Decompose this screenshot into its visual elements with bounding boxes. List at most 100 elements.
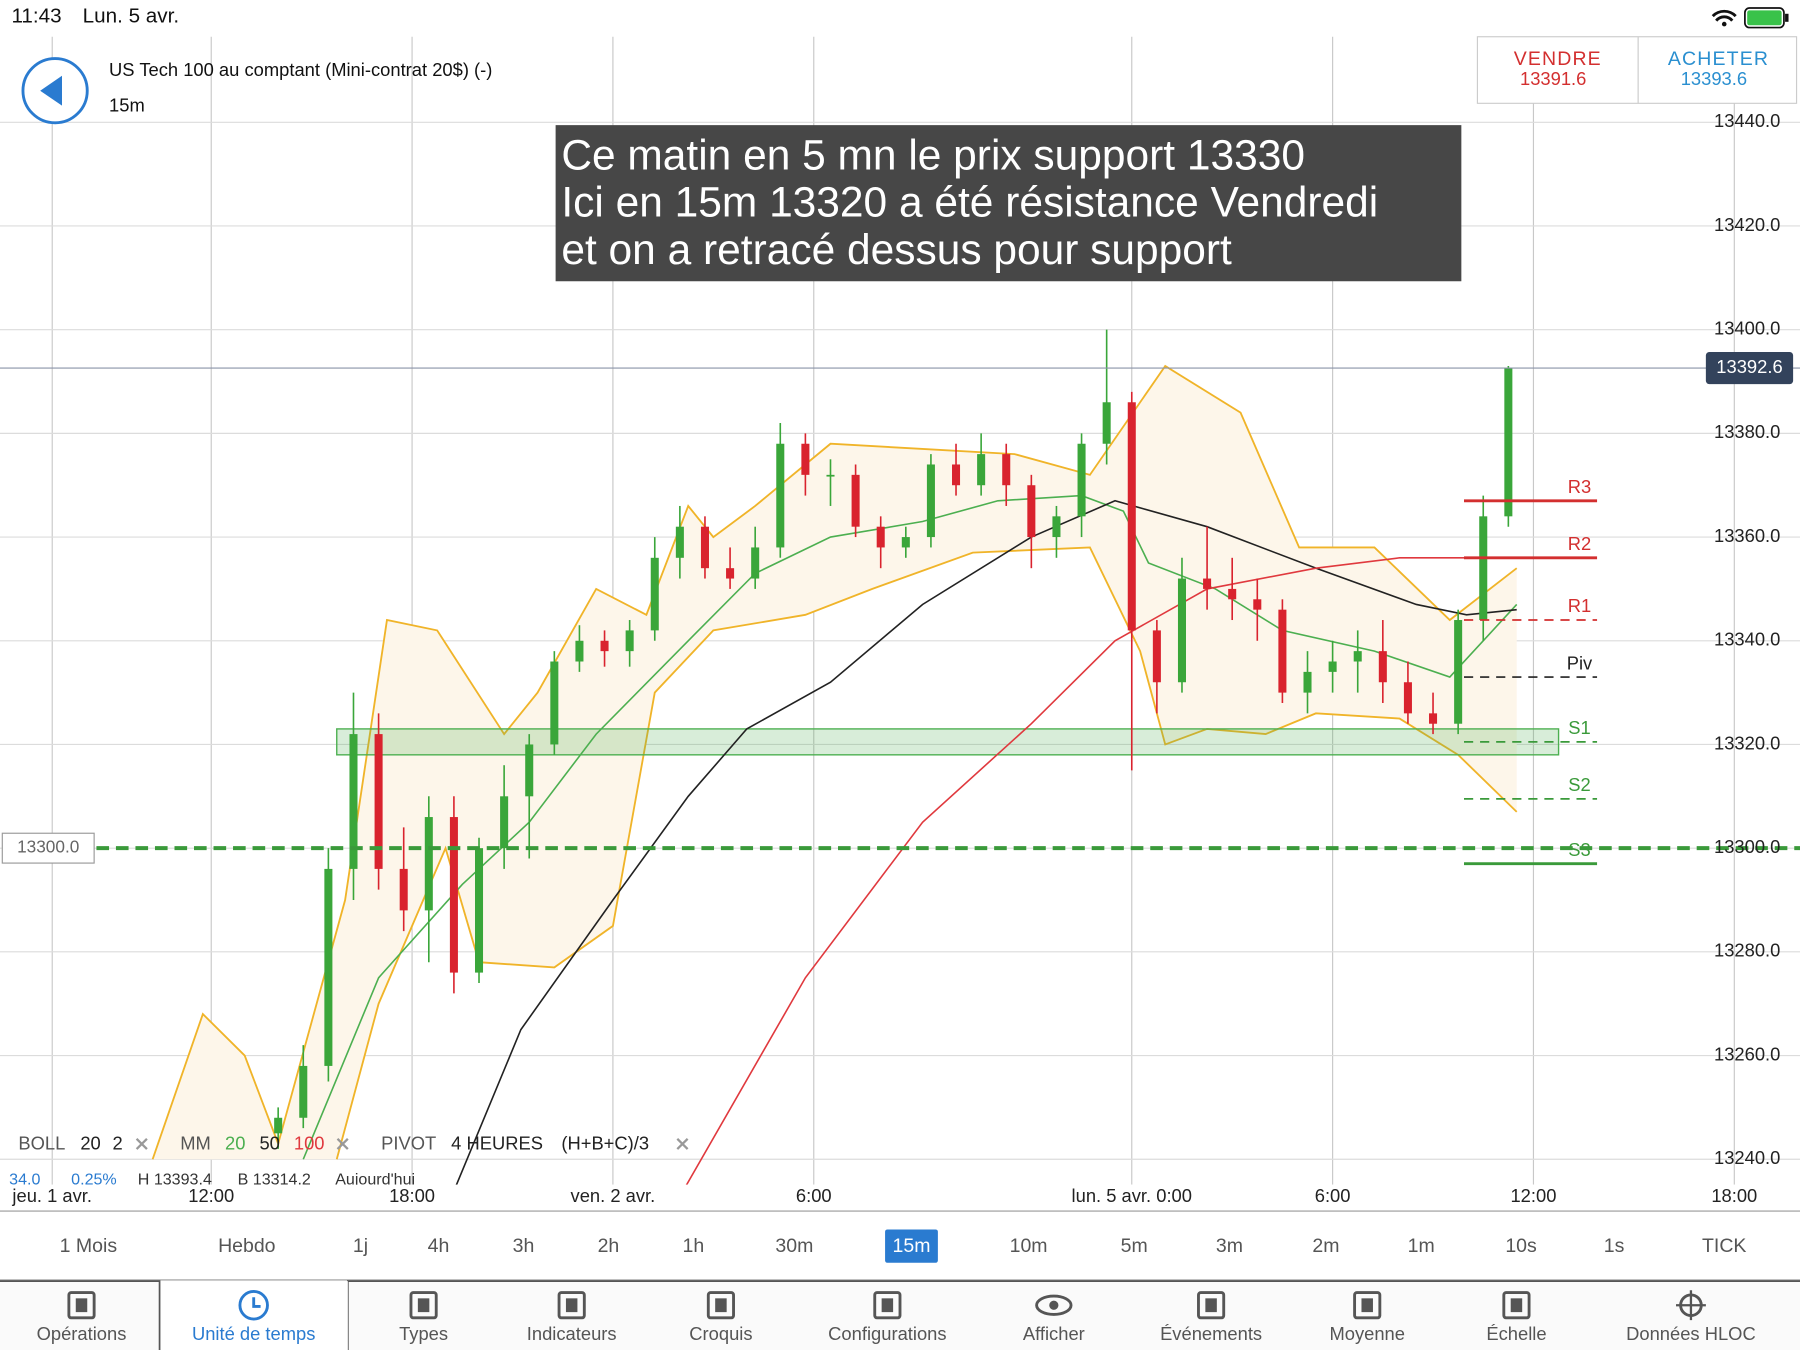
- pivot-label: R1: [1568, 595, 1591, 616]
- candle-body: [726, 568, 735, 579]
- toolbar-button[interactable]: Moyenne: [1329, 1291, 1405, 1344]
- sell-button[interactable]: VENDRE 13391.6: [1514, 48, 1602, 89]
- indicator-legend: BOLL 20 2 MM 20 50 100 PIVOT 4 HEURES (H…: [9, 1132, 689, 1188]
- toolbar-label: Moyenne: [1329, 1323, 1405, 1344]
- annotation-line: Ce matin en 5 mn le prix support 13330: [561, 132, 1305, 179]
- y-tick-label: 13260.0: [1714, 1043, 1780, 1064]
- timeframe-option[interactable]: 1m: [1408, 1235, 1435, 1257]
- timeframe-label: 15m: [109, 95, 145, 116]
- x-axis-band: [0, 1184, 1800, 1212]
- timeframe-option[interactable]: 1s: [1604, 1235, 1625, 1257]
- toolbar-button[interactable]: Configurations: [828, 1291, 947, 1344]
- timeframe-option[interactable]: 1 Mois: [60, 1235, 118, 1257]
- candle-body: [901, 537, 910, 548]
- timeframe-option[interactable]: 30m: [775, 1235, 813, 1257]
- candle-body: [374, 734, 383, 869]
- toolbar-button[interactable]: Opérations: [37, 1291, 127, 1344]
- alert-label-box[interactable]: [1, 832, 95, 864]
- timeframe-option[interactable]: 4h: [428, 1235, 450, 1257]
- toolbar-button[interactable]: Événements: [1160, 1291, 1262, 1344]
- timeframe-option[interactable]: 2m: [1312, 1235, 1339, 1257]
- timeframe-option[interactable]: 15m: [885, 1229, 938, 1263]
- toolbar-icon: [565, 1298, 578, 1313]
- toolbar-button[interactable]: Unité de temps: [192, 1290, 315, 1344]
- candle-body: [349, 734, 358, 869]
- plot-area: [0, 36, 1800, 1185]
- timeframe-label: 1m: [1408, 1235, 1435, 1257]
- y-tick-label: 13300.0: [1714, 836, 1780, 857]
- timeframe-option[interactable]: 1j: [353, 1235, 368, 1257]
- toolbar-icon: [715, 1298, 727, 1313]
- legend-text: 100: [294, 1132, 325, 1153]
- timeframe-option[interactable]: 1h: [683, 1235, 705, 1257]
- candle-body: [926, 464, 935, 538]
- toolbar-button[interactable]: Types: [399, 1291, 448, 1344]
- moving-average: [685, 557, 1517, 1185]
- pivot-label: S1: [1568, 717, 1590, 738]
- candle-body: [475, 848, 484, 973]
- remove-indicator[interactable]: [676, 1137, 689, 1150]
- candle-body: [751, 547, 760, 579]
- timeframe-option[interactable]: TICK: [1702, 1235, 1746, 1257]
- legend-text: 2: [113, 1132, 123, 1153]
- toolbar-button[interactable]: Indicateurs: [527, 1291, 617, 1344]
- timeframe-label: 15m: [893, 1235, 931, 1257]
- candle-body: [952, 464, 961, 486]
- bollinger-fill: [152, 365, 1517, 1160]
- summary-text: 0.25%: [71, 1170, 117, 1188]
- timeframe-option[interactable]: 3m: [1216, 1235, 1243, 1257]
- remove-indicator[interactable]: [135, 1137, 148, 1150]
- y-tick-label: 13420.0: [1714, 214, 1780, 235]
- timeframe-label: 10m: [1010, 1235, 1048, 1257]
- summary-text: B 13314.2: [238, 1170, 311, 1188]
- timeframe-label: 3h: [513, 1235, 535, 1257]
- candle-body: [424, 817, 433, 911]
- candle-body: [1454, 620, 1463, 724]
- x-tick-label: 18:00: [389, 1185, 435, 1206]
- x-tick-label: lun. 5 avr. 0:00: [1072, 1185, 1192, 1206]
- candle-body: [851, 474, 860, 527]
- candle-body: [776, 443, 785, 548]
- legend-text: (H+B+C)/3: [561, 1132, 649, 1153]
- toolbar-icon: [1676, 1290, 1706, 1321]
- buy-button[interactable]: ACHETER 13393.6: [1668, 48, 1769, 89]
- toolbar-icon: [417, 1298, 430, 1313]
- timeframe-label: 1s: [1604, 1235, 1625, 1257]
- toolbar-icon: [873, 1291, 902, 1320]
- toolbar-button[interactable]: Données HLOC: [1626, 1290, 1756, 1344]
- toolbar-icon: [881, 1298, 894, 1313]
- candle-body: [1504, 368, 1513, 517]
- bollinger-upper: [151, 364, 1518, 1160]
- timeframe-option[interactable]: 2h: [598, 1235, 620, 1257]
- candle-body: [449, 817, 458, 973]
- remove-indicator[interactable]: [336, 1137, 349, 1150]
- timeframe-option[interactable]: 10m: [1010, 1235, 1048, 1257]
- toolbar: Opérations Unité de temps Types Indicateurs…: [0, 1280, 1800, 1351]
- toolbar-label: Afficher: [1023, 1323, 1085, 1344]
- candle-body: [1152, 630, 1161, 683]
- candle-body: [1077, 443, 1086, 517]
- back-button[interactable]: [21, 57, 89, 125]
- candle-body: [625, 630, 634, 652]
- timeframe-option[interactable]: 10s: [1505, 1235, 1537, 1257]
- candle-body: [1429, 713, 1438, 724]
- toolbar-icon: [1049, 1300, 1059, 1310]
- toolbar-label: Croquis: [689, 1323, 752, 1344]
- toolbar-label: Unité de temps: [192, 1323, 315, 1344]
- support-zone: [336, 728, 1560, 756]
- y-tick-label: 13240.0: [1714, 1147, 1780, 1168]
- candle-body: [324, 868, 333, 1066]
- timeframe-label: Hebdo: [218, 1235, 276, 1257]
- legend-text: 20: [80, 1132, 100, 1153]
- candle-body: [1253, 599, 1262, 610]
- timeframe-label: 1j: [353, 1235, 368, 1257]
- pivot-label: S2: [1568, 774, 1590, 795]
- timeframe-option[interactable]: 3h: [513, 1235, 535, 1257]
- toolbar-button[interactable]: Échelle: [1486, 1291, 1547, 1344]
- timeframe-option[interactable]: 5m: [1121, 1235, 1148, 1257]
- toolbar-button[interactable]: Croquis: [689, 1291, 753, 1344]
- candle-body: [1479, 516, 1488, 621]
- timeframe-option[interactable]: Hebdo: [218, 1235, 276, 1257]
- toolbar-button[interactable]: Afficher: [1023, 1294, 1085, 1344]
